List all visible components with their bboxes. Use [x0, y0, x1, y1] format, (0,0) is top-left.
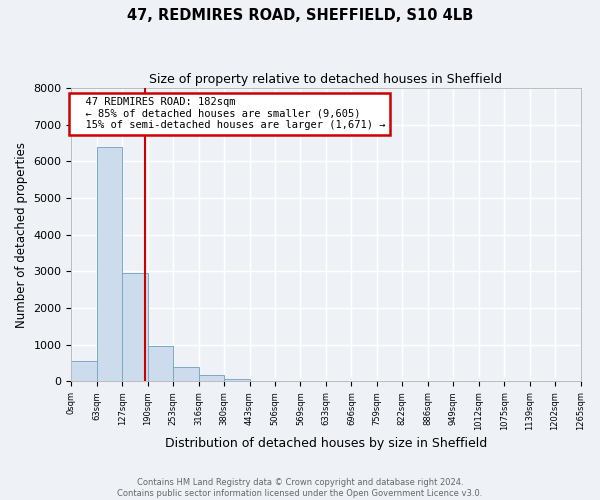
- Y-axis label: Number of detached properties: Number of detached properties: [15, 142, 28, 328]
- Bar: [199, 375, 224, 382]
- Title: Size of property relative to detached houses in Sheffield: Size of property relative to detached ho…: [149, 72, 502, 86]
- Bar: [224, 378, 250, 382]
- Bar: [173, 367, 199, 382]
- Text: 47 REDMIRES ROAD: 182sqm
  ← 85% of detached houses are smaller (9,605)
  15% of: 47 REDMIRES ROAD: 182sqm ← 85% of detach…: [73, 97, 386, 130]
- Bar: [122, 273, 148, 382]
- Bar: [71, 361, 97, 382]
- Text: Contains HM Land Registry data © Crown copyright and database right 2024.
Contai: Contains HM Land Registry data © Crown c…: [118, 478, 482, 498]
- Bar: [148, 346, 173, 382]
- X-axis label: Distribution of detached houses by size in Sheffield: Distribution of detached houses by size …: [165, 437, 487, 450]
- Bar: [97, 146, 122, 382]
- Text: 47, REDMIRES ROAD, SHEFFIELD, S10 4LB: 47, REDMIRES ROAD, SHEFFIELD, S10 4LB: [127, 8, 473, 22]
